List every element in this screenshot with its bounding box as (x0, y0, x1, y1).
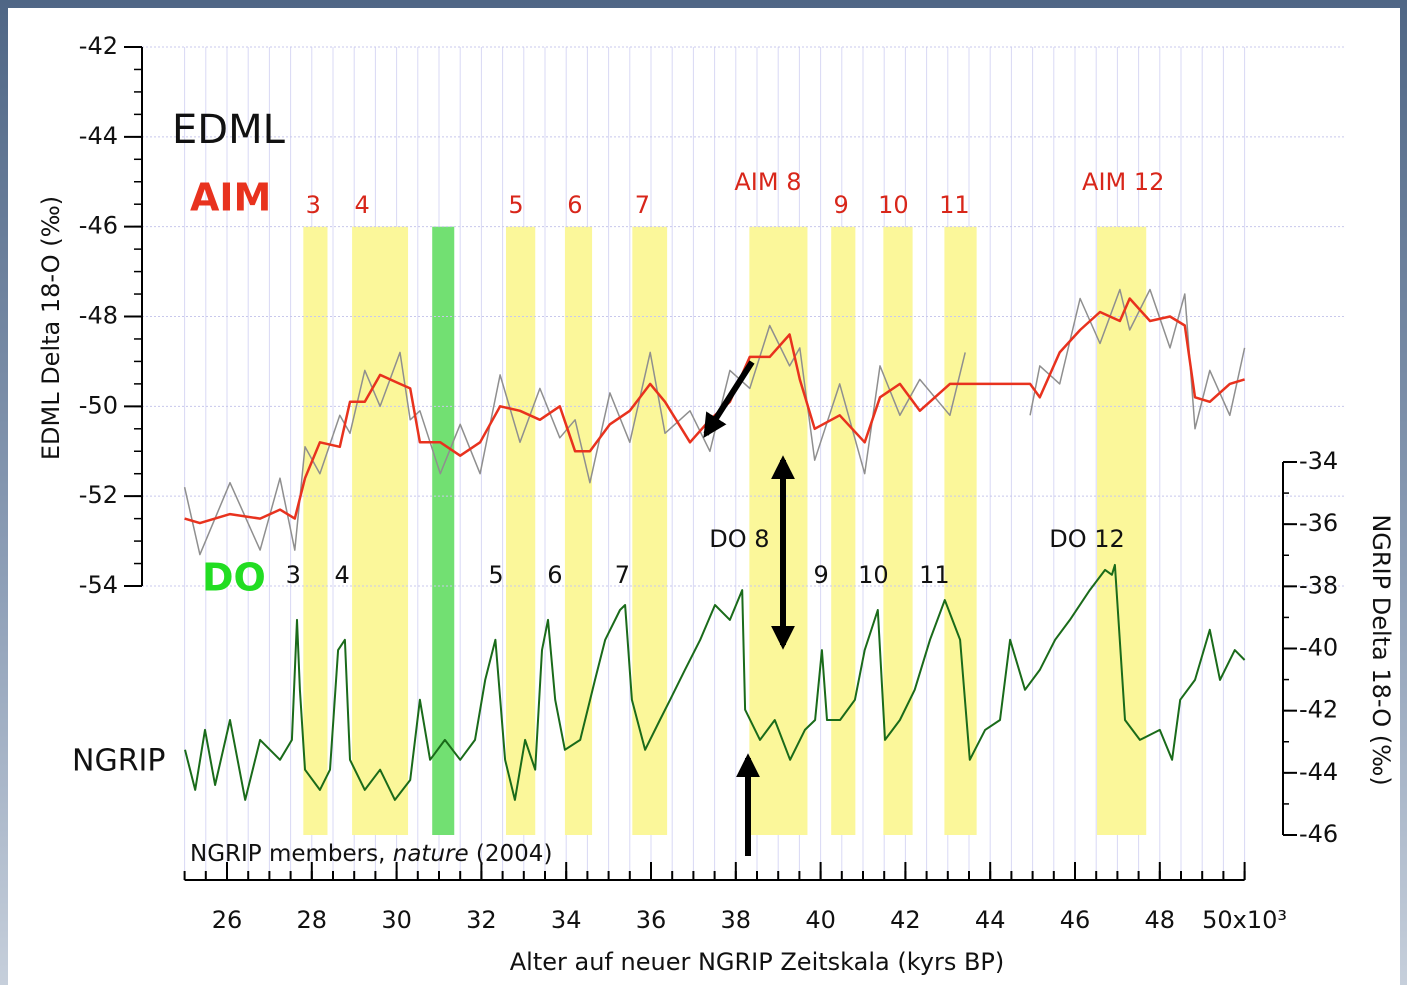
do-event-label: 11 (919, 561, 950, 589)
y-tick-label: -48 (79, 302, 118, 330)
y2-tick-label: -38 (1299, 571, 1338, 599)
do-event-label: 9 (814, 561, 829, 589)
event-band (883, 226, 913, 835)
y2-tick-label: -44 (1299, 758, 1338, 786)
aim-event-label: 7 (635, 191, 650, 219)
aim-event-label: AIM 12 (1082, 168, 1164, 196)
aim-label: AIM (190, 176, 271, 220)
x-tick-label: 44 (975, 906, 1006, 934)
event-band (632, 226, 668, 835)
y2-tick-label: -36 (1299, 509, 1338, 537)
do-label: DO (202, 556, 266, 600)
event-band (352, 226, 409, 835)
do-event-label: DO 12 (1049, 525, 1125, 553)
edml-label: EDML (172, 107, 286, 153)
do-event-label: DO 8 (709, 525, 769, 553)
x-tick-label: 50x10³ (1202, 906, 1287, 934)
aim-event-label: 3 (306, 191, 321, 219)
do-event-label: 6 (547, 561, 562, 589)
x-tick-label: 36 (636, 906, 667, 934)
source-part: NGRIP members, (190, 841, 393, 867)
data-line (184, 297, 1245, 525)
y-axis-title: EDML Delta 18-O (‰) (37, 196, 65, 460)
x-tick-label: 40 (805, 906, 836, 934)
data-line (184, 563, 1246, 801)
event-band (944, 226, 977, 835)
x-tick-label: 48 (1145, 906, 1176, 934)
x-tick-label: 34 (551, 906, 582, 934)
aim-event-label: 5 (508, 191, 523, 219)
event-band (505, 226, 536, 835)
do-event-label: 4 (334, 561, 349, 589)
annotation-arrows (703, 360, 795, 856)
source-part: (2004) (469, 841, 553, 867)
y2-tick-label: -40 (1299, 634, 1338, 662)
y-tick-label: -50 (79, 391, 118, 419)
aim-event-label: 4 (354, 191, 369, 219)
source-part: nature (393, 841, 469, 867)
y-tick-label: -54 (79, 571, 118, 599)
event-band (432, 226, 455, 835)
event-band (564, 226, 593, 835)
aim-event-label: 11 (939, 191, 970, 219)
x-tick-label: 42 (890, 906, 921, 934)
aim-event-label: 10 (878, 191, 909, 219)
do-event-label: 7 (615, 561, 630, 589)
y-tick-label: -42 (79, 32, 118, 60)
arrow (703, 360, 755, 439)
source-note: NGRIP members, nature (2004) (190, 841, 552, 867)
aim-event-label: 9 (834, 191, 849, 219)
x-tick-label: 28 (297, 906, 328, 934)
aim-event-label: 6 (567, 191, 582, 219)
y2-tick-label: -34 (1299, 447, 1338, 475)
do-event-label: 3 (286, 561, 301, 589)
event-band (303, 226, 328, 835)
ngrip-label: NGRIP (72, 744, 165, 779)
y-tick-label: -46 (79, 212, 118, 240)
do-event-label: 10 (858, 561, 889, 589)
x-tick-label: 30 (381, 906, 412, 934)
do-event-label: 5 (488, 561, 503, 589)
plot-background (142, 46, 1345, 880)
x-tick-label: 26 (212, 906, 243, 934)
y2-tick-label: -42 (1299, 696, 1338, 724)
x-tick-label: 38 (721, 906, 752, 934)
x-axis-title: Alter auf neuer NGRIP Zeitskala (kyrs BP… (510, 948, 1005, 976)
y-tick-label: -44 (79, 122, 118, 150)
y-tick-label: -52 (79, 481, 118, 509)
x-tick-label: 46 (1060, 906, 1091, 934)
aim-event-label: AIM 8 (734, 168, 801, 196)
event-band (831, 226, 856, 835)
y2-tick-label: -46 (1299, 820, 1338, 848)
y2-axis-title: NGRIP Delta 18-O (‰) (1367, 514, 1395, 785)
x-tick-label: 32 (466, 906, 497, 934)
